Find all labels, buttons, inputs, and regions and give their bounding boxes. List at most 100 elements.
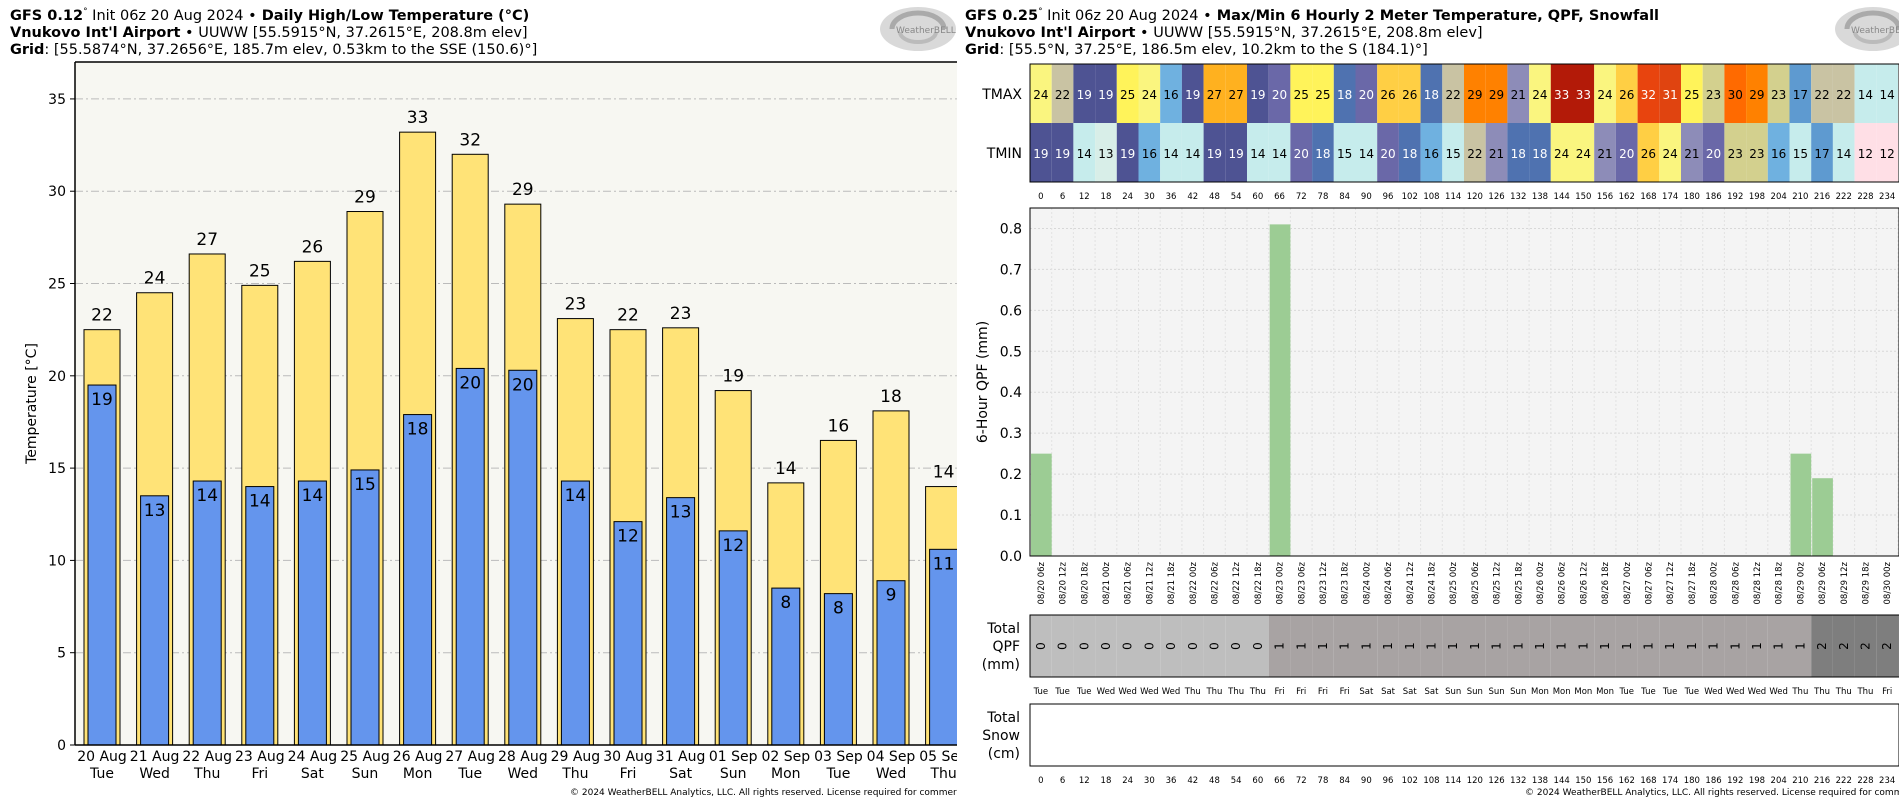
heatmap-cell bbox=[1789, 64, 1812, 123]
low-value-label: 18 bbox=[407, 420, 429, 440]
heatmap-cell bbox=[1637, 64, 1660, 123]
x-date-label: 29 Aug bbox=[551, 749, 601, 765]
heatmap-value: 15 bbox=[1446, 147, 1461, 161]
qpf-y-tick-label: 0.0 bbox=[1000, 549, 1022, 565]
y-tick-label: 0 bbox=[57, 738, 66, 754]
total-qpf-cell bbox=[1507, 615, 1530, 677]
heatmap-value: 13 bbox=[1098, 147, 1113, 161]
heatmap-value: 26 bbox=[1619, 88, 1634, 102]
total-snow-label: Total bbox=[986, 710, 1020, 726]
total-qpf-weekday: Tue bbox=[1640, 687, 1656, 697]
snow-hour-label: 42 bbox=[1187, 776, 1198, 786]
high-value-label: 33 bbox=[407, 108, 429, 128]
snow-hour-label: 192 bbox=[1727, 776, 1743, 786]
y-tick-label: 15 bbox=[48, 461, 66, 477]
total-qpf-value: 1 bbox=[1490, 642, 1504, 650]
weatherbell-logo: WeatherBELL bbox=[878, 4, 957, 54]
total-snow-label: Snow bbox=[982, 728, 1020, 744]
y-tick-label: 30 bbox=[48, 184, 66, 200]
qpf-time-label: 08/21 06z bbox=[1124, 561, 1134, 604]
snow-hour-label: 18 bbox=[1101, 776, 1112, 786]
heatmap-cell bbox=[1724, 64, 1747, 123]
total-qpf-weekday: Thu bbox=[1856, 687, 1873, 697]
heatmap-hour-label: 54 bbox=[1231, 192, 1242, 202]
left-header-line1: GFS 0.12° Init 06z 20 Aug 2024 • Daily H… bbox=[10, 7, 530, 24]
x-weekday-label: Sat bbox=[301, 766, 324, 782]
svg-text:WeatherBELL: WeatherBELL bbox=[896, 26, 956, 36]
heatmap-cell bbox=[1876, 64, 1898, 123]
total-qpf-weekday: Tue bbox=[1618, 687, 1634, 697]
heatmap-value: 23 bbox=[1706, 88, 1721, 102]
left-header-line2: Vnukovo Int'l Airport • UUWW [55.5915°N,… bbox=[10, 24, 528, 41]
heatmap-cell bbox=[1507, 123, 1530, 182]
total-qpf-cell bbox=[1247, 615, 1269, 677]
low-bar bbox=[245, 486, 275, 746]
snow-hour-label: 138 bbox=[1532, 776, 1548, 786]
qpf-time-label: 08/23 00z bbox=[1276, 561, 1286, 604]
snow-hour-label: 174 bbox=[1662, 776, 1678, 786]
total-qpf-cell bbox=[1876, 615, 1898, 677]
total-qpf-cell bbox=[1572, 615, 1595, 677]
total-qpf-value: 0 bbox=[1099, 642, 1113, 650]
qpf-time-label: 08/25 00z bbox=[1449, 561, 1459, 604]
high-value-label: 14 bbox=[775, 459, 797, 479]
high-value-label: 25 bbox=[249, 261, 271, 281]
total-qpf-weekday: Thu bbox=[1249, 687, 1266, 697]
x-weekday-label: Mon bbox=[403, 766, 433, 782]
total-qpf-weekday: Thu bbox=[1205, 687, 1222, 697]
qpf-time-label: 08/26 12z bbox=[1579, 561, 1589, 604]
heatmap-value: 19 bbox=[1185, 88, 1200, 102]
heatmap-value: 18 bbox=[1402, 147, 1417, 161]
heatmap-hour-label: 126 bbox=[1488, 192, 1504, 202]
low-value-label: 14 bbox=[302, 486, 324, 506]
heatmap-cell bbox=[1377, 64, 1399, 123]
heatmap-cell bbox=[1225, 64, 1247, 123]
temperature-bar-chart: 0 5 10 15 20 25 30 35 Temperature [°C] 22 19 20 Aug… bbox=[24, 61, 957, 782]
total-qpf-cell bbox=[1181, 615, 1204, 677]
qpf-time-label: 08/26 00z bbox=[1536, 561, 1546, 604]
total-qpf-cell bbox=[1724, 615, 1747, 677]
qpf-time-label: 08/22 18z bbox=[1254, 561, 1264, 604]
heatmap-value: 24 bbox=[1554, 147, 1569, 161]
heatmap-row-label: TMAX bbox=[981, 87, 1022, 103]
heatmap-value: 29 bbox=[1467, 88, 1482, 102]
qpf-time-label: 08/20 18z bbox=[1080, 561, 1090, 604]
heatmap-cell bbox=[1702, 64, 1725, 123]
heatmap-hour-label: 48 bbox=[1209, 192, 1220, 202]
heatmap-cell bbox=[1160, 64, 1182, 123]
qpf-time-label: 08/25 06z bbox=[1471, 561, 1481, 604]
total-qpf-value: 1 bbox=[1381, 642, 1395, 650]
heatmap-hour-label: 204 bbox=[1771, 192, 1787, 202]
total-qpf-label: QPF bbox=[992, 639, 1020, 655]
total-qpf-weekday: Mon bbox=[1596, 687, 1614, 697]
heatmap-value: 24 bbox=[1033, 88, 1048, 102]
heatmap-cell bbox=[1485, 64, 1508, 123]
x-date-label: 22 Aug bbox=[182, 749, 232, 765]
total-qpf-value: 1 bbox=[1728, 642, 1742, 650]
total-qpf-weekday: Tue bbox=[1662, 687, 1678, 697]
low-value-label: 15 bbox=[354, 475, 376, 495]
heatmap-hour-label: 222 bbox=[1836, 192, 1852, 202]
heatmap-cell bbox=[1442, 123, 1464, 182]
qpf-time-label: 08/21 18z bbox=[1167, 561, 1177, 604]
qpf-y-tick-label: 0.3 bbox=[1000, 426, 1022, 442]
qpf-time-label: 08/29 06z bbox=[1818, 561, 1828, 604]
heatmap-hour-label: 162 bbox=[1619, 192, 1635, 202]
snow-hour-label: 150 bbox=[1575, 776, 1591, 786]
heatmap-value: 20 bbox=[1619, 147, 1634, 161]
x-date-label: 26 Aug bbox=[393, 749, 443, 765]
heatmap-value: 25 bbox=[1120, 88, 1135, 102]
qpf-time-label: 08/24 12z bbox=[1406, 561, 1416, 604]
x-date-label: 05 Sep bbox=[919, 749, 957, 765]
high-value-label: 29 bbox=[354, 188, 376, 208]
snow-hour-label: 66 bbox=[1274, 776, 1285, 786]
qpf-time-label: 08/21 00z bbox=[1102, 561, 1112, 604]
heatmap-cell bbox=[1377, 123, 1399, 182]
high-value-label: 23 bbox=[565, 295, 587, 315]
snow-hour-label: 144 bbox=[1554, 776, 1570, 786]
total-qpf-weekday: Wed bbox=[1140, 687, 1159, 697]
total-qpf-weekday: Sun bbox=[1445, 687, 1461, 697]
heatmap-cell bbox=[1355, 123, 1378, 182]
heatmap-cell bbox=[1312, 64, 1334, 123]
total-qpf-cell bbox=[1290, 615, 1313, 677]
